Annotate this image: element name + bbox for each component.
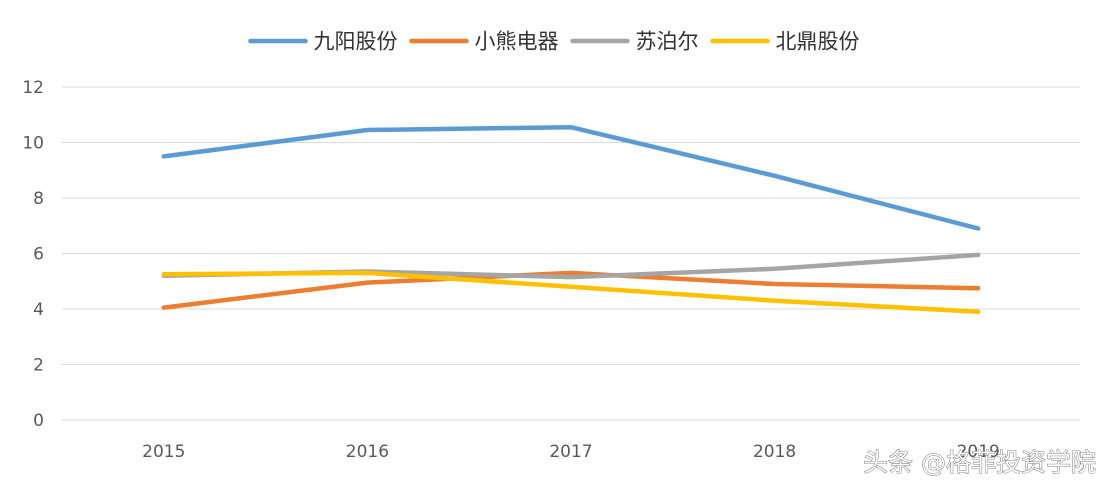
- legend-label-0: 九阳股份: [314, 30, 398, 54]
- legend-label-3: 北鼎股份: [776, 30, 860, 54]
- x-tick-label: 2015: [142, 442, 185, 462]
- y-tick-label: 6: [33, 245, 44, 265]
- watermark-text: 头条 @格菲投资学院: [863, 448, 1096, 477]
- y-gridlines: [62, 86, 1080, 421]
- y-tick-label: 10: [22, 134, 44, 154]
- series-line-1: [161, 270, 981, 310]
- y-tick-label: 2: [33, 356, 44, 376]
- y-tick-label: 4: [33, 300, 44, 320]
- y-axis-tick-labels: 0 2 4 6 8 10 12: [22, 78, 44, 431]
- x-tick-label: 2016: [346, 442, 389, 462]
- legend-label-1: 小熊电器: [475, 30, 559, 54]
- x-tick-label: 2018: [753, 442, 796, 462]
- series-line-0: [161, 124, 981, 231]
- series-line-3: [161, 270, 981, 315]
- legend: 九阳股份 小熊电器 苏泊尔 北鼎股份: [248, 30, 860, 54]
- x-axis-tick-labels: 2015 2016 2017 2018 2019: [142, 442, 1000, 462]
- legend-label-2: 苏泊尔: [636, 30, 699, 54]
- y-tick-label: 0: [33, 411, 44, 431]
- y-tick-label: 12: [22, 78, 44, 98]
- x-tick-label: 2017: [549, 442, 592, 462]
- y-tick-label: 8: [33, 189, 44, 209]
- x-tick-label: 2019: [957, 442, 1000, 462]
- series-lines: [161, 124, 981, 315]
